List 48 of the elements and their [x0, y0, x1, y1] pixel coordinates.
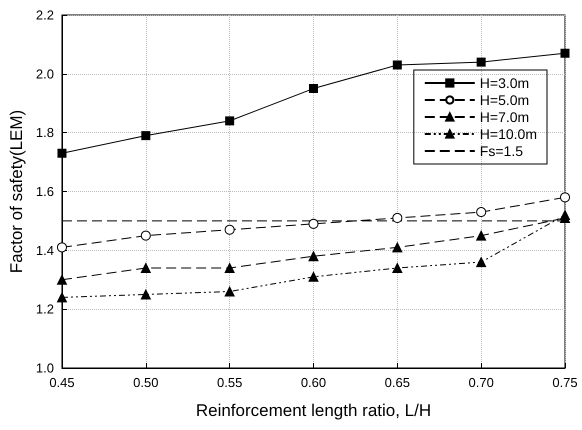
- point: [476, 257, 486, 268]
- y-tick-label: 1.2: [36, 302, 54, 317]
- point: [392, 60, 402, 70]
- y-tick-label: 1.0: [36, 360, 54, 376]
- x-axis-title: Reinforcement length ratio, L/H: [196, 401, 432, 420]
- point: [308, 218, 318, 229]
- x-tick-label: 0.70: [468, 375, 494, 390]
- y-axis-title: Factor of safety(LEM): [7, 110, 26, 274]
- point: [476, 230, 486, 241]
- point: [140, 230, 151, 241]
- legend-label: H=7.0m: [480, 109, 530, 125]
- legend-label: Fs=1.5: [480, 143, 524, 159]
- x-tick-label: 0.50: [133, 375, 158, 390]
- point: [392, 262, 402, 273]
- x-tick-label: 0.45: [49, 375, 75, 390]
- point: [225, 116, 234, 126]
- point: [56, 242, 67, 252]
- y-tick-label: 2.0: [36, 66, 54, 82]
- point: [392, 242, 402, 252]
- point: [141, 131, 150, 140]
- point: [224, 286, 235, 297]
- point: [560, 48, 570, 58]
- y-tick-label: 2.2: [36, 8, 54, 22]
- x-tick-label: 0.75: [552, 375, 578, 390]
- point: [560, 210, 570, 220]
- legend-label: H=3.0m: [480, 75, 530, 91]
- point: [140, 262, 151, 273]
- point: [308, 251, 318, 262]
- point: [308, 272, 318, 282]
- y-tick-label: 1.4: [36, 242, 54, 258]
- point: [56, 292, 67, 302]
- point: [224, 262, 235, 273]
- point: [476, 207, 486, 218]
- y-tick-label: 1.8: [36, 125, 54, 140]
- x-tick-label: 0.60: [300, 375, 326, 390]
- point: [57, 148, 66, 158]
- x-tick-label: 0.65: [384, 375, 410, 390]
- point: [56, 274, 67, 285]
- legend-label: H=5.0m: [480, 92, 530, 108]
- legend-label: H=10.0m: [480, 126, 538, 142]
- point: [140, 289, 151, 300]
- point: [392, 212, 402, 223]
- point: [224, 224, 235, 235]
- point: [560, 192, 570, 202]
- point: [308, 84, 318, 94]
- x-tick-label: 0.55: [216, 375, 242, 390]
- y-tick-label: 1.6: [36, 184, 54, 199]
- point: [476, 58, 486, 67]
